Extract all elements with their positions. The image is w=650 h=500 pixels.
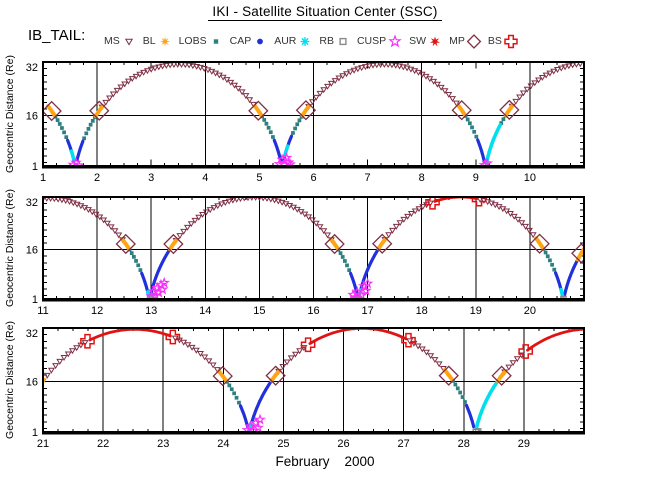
legend-item-ms: MS [104,32,137,49]
orbit-curve [42,327,585,430]
svg-text:16: 16 [26,245,38,257]
legend-item-cap: CAP [230,32,269,49]
svg-text:11: 11 [37,305,48,317]
title-row: IKI - Satellite Situation Center (SSC) [0,3,650,21]
svg-text:1: 1 [40,172,46,184]
svg-text:32: 32 [26,328,38,340]
rb-square-icon [335,32,351,49]
legend-label-bs: BS [487,35,502,47]
bs-cross-icon [503,32,519,49]
panel-3: 21 22 23 24 25 26 27 28 29 1 16 32 Geocentric Distan… [4,321,585,450]
svg-text:9: 9 [473,172,479,184]
legend-label-bl: BL [142,35,156,47]
legend-item-bs: BS [488,32,519,49]
svg-text:15: 15 [253,305,265,317]
svg-text:13: 13 [145,305,157,317]
svg-text:28: 28 [458,438,470,450]
axis-labels: 11 12 13 14 15 16 17 18 19 20 1 16 32 Geocentric Dist… [4,189,536,317]
legend-item-rb: RB [319,32,351,49]
mp-diamond-icon [466,32,482,49]
svg-text:3: 3 [148,172,154,184]
grid [43,328,584,432]
event-markers [42,99,520,167]
svg-text:19: 19 [470,305,482,317]
svg-text:7: 7 [365,172,371,184]
frame [42,327,585,435]
cap-circle-icon [252,32,268,49]
lobs-square-icon [208,32,224,49]
svg-text:23: 23 [157,438,169,450]
svg-text:27: 27 [398,438,410,450]
svg-text:Geocentric Distance (Re): Geocentric Distance (Re) [4,189,16,307]
legend-item-aur: AUR [274,32,313,49]
legend-label-cap: CAP [229,35,252,47]
svg-text:Geocentric Distance (Re): Geocentric Distance (Re) [4,321,16,439]
svg-text:12: 12 [91,305,103,317]
svg-text:21: 21 [37,438,49,450]
svg-text:25: 25 [277,438,289,450]
bl-sun-icon [157,32,173,49]
panel-2: 11 12 13 14 15 16 17 18 19 20 1 16 32 Geocentric Dist… [4,189,585,317]
axis-labels: 1 2 3 4 5 6 7 8 9 10 1 16 32 Geocentric Distance (Re) [4,55,536,184]
ms-triangle-down-icon [121,32,137,49]
svg-text:1: 1 [32,294,38,306]
grid [43,62,584,166]
legend-item-bl: BL [143,32,173,49]
svg-text:10: 10 [524,172,536,184]
legend-item-lobs: LOBS [179,32,224,49]
svg-text:8: 8 [419,172,425,184]
legend-item-cusp: CUSP [357,32,403,49]
svg-text:16: 16 [26,377,38,389]
satellite-label: IB_TAIL: [28,27,86,44]
legend-label-mp: MP [449,35,465,47]
panel-1: 1 2 3 4 5 6 7 8 9 10 1 16 32 Geocentric Distance (Re) [4,55,585,184]
page-title: IKI - Satellite Situation Center (SSC) [208,4,442,21]
orbit-curve [42,196,585,297]
month-label: February 2000 [275,454,375,469]
svg-text:32: 32 [26,197,38,209]
event-markers [80,329,534,433]
svg-text:29: 29 [518,438,530,450]
svg-text:4: 4 [202,172,208,184]
event-markers [115,196,585,300]
legend-item-sw: SW [409,32,443,49]
frame [42,196,585,302]
frame [42,61,585,169]
legend-label-rb: RB [319,35,334,47]
grid [43,197,584,299]
svg-text:24: 24 [217,438,229,450]
svg-text:20: 20 [524,305,536,317]
legend-label-lobs: LOBS [178,35,207,47]
ticks [42,327,585,433]
legend-label-aur: AUR [274,35,297,47]
legend-label-sw: SW [409,35,427,47]
sw-splat-icon [427,32,443,49]
legend-label-ms: MS [104,35,120,47]
svg-text:1: 1 [32,161,38,173]
svg-text:18: 18 [416,305,428,317]
svg-text:Geocentric Distance (Re): Geocentric Distance (Re) [4,55,16,173]
aur-asterisk-icon [297,32,313,49]
svg-text:5: 5 [256,172,262,184]
svg-text:26: 26 [337,438,349,450]
legend-label-cusp: CUSP [356,35,387,47]
axis-labels: 21 22 23 24 25 26 27 28 29 1 16 32 Geocentric Distan… [4,321,530,450]
svg-text:6: 6 [310,172,316,184]
legend: MS BL LOBS CAP AUR RB CUSP SW MP BS [104,32,525,49]
svg-text:16: 16 [307,305,319,317]
svg-text:32: 32 [26,62,38,74]
svg-text:22: 22 [97,438,109,450]
svg-text:16: 16 [26,111,38,123]
svg-text:1: 1 [32,427,38,439]
svg-text:14: 14 [199,305,211,317]
svg-text:2: 2 [94,172,100,184]
legend-item-mp: MP [449,32,482,49]
svg-text:17: 17 [361,305,373,317]
cusp-star-icon [387,32,403,49]
